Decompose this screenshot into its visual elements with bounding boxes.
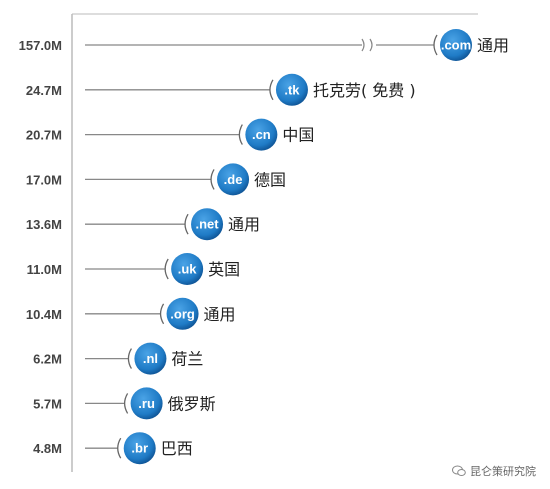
bracket-mark xyxy=(123,393,129,414)
tld-bubble xyxy=(275,73,308,106)
watermark: 昆仑策研究院 xyxy=(452,463,536,479)
description-label: 巴西 xyxy=(161,439,193,458)
tld-label: .tk xyxy=(284,82,300,97)
bar-row: 10.4M .org 通用 xyxy=(26,297,236,330)
value-label: 20.7M xyxy=(26,128,62,143)
tld-label: .com xyxy=(441,38,471,53)
bar-row: 20.7M .cn 中国 xyxy=(26,118,314,151)
value-label: 11.0M xyxy=(27,262,62,277)
bracket-mark xyxy=(269,79,274,101)
tld-bubble xyxy=(130,387,163,420)
description-label: 通用 xyxy=(204,305,236,324)
bar-row: 5.7M .ru 俄罗斯 xyxy=(33,387,216,420)
tld-label: .br xyxy=(131,441,148,456)
bar-row: 4.8M .br 巴西 xyxy=(33,432,193,465)
bracket-mark xyxy=(117,437,122,459)
value-label: 157.0M xyxy=(19,38,62,53)
description-label: 托克劳( 免费 ) xyxy=(313,81,416,100)
tld-bubble xyxy=(191,208,224,241)
axis-break-mark xyxy=(369,38,373,52)
watermark-text: 昆仑策研究院 xyxy=(470,465,536,478)
tld-bubble xyxy=(123,432,156,465)
tld-bubble xyxy=(245,118,278,151)
bar-row: 17.0M .de 德国 xyxy=(26,163,286,196)
description-label: 俄罗斯 xyxy=(168,394,216,413)
bar-row: 157.0M .com 通用 xyxy=(19,29,509,61)
tld-bubble xyxy=(217,163,250,196)
description-label: 英国 xyxy=(208,260,240,279)
axis-break-mark xyxy=(361,38,365,52)
bar-row: 6.2M .nl 荷兰 xyxy=(33,342,203,375)
bar-row: 11.0M .uk 英国 xyxy=(27,253,240,285)
tld-bubble xyxy=(166,297,199,330)
value-label: 4.8M xyxy=(33,441,62,456)
tld-bubble xyxy=(440,29,472,61)
bracket-mark xyxy=(210,169,215,190)
tld-label: .de xyxy=(224,172,243,187)
description-label: 通用 xyxy=(228,215,260,234)
bracket-mark xyxy=(184,213,189,235)
bracket-mark xyxy=(433,34,438,56)
description-label: 通用 xyxy=(477,36,509,55)
value-label: 10.4M xyxy=(26,307,62,322)
value-label: 13.6M xyxy=(26,217,62,232)
value-label: 24.7M xyxy=(26,83,62,98)
bar-row: 24.7M .tk 托克劳( 免费 ) xyxy=(26,73,416,106)
tld-bubble xyxy=(134,342,167,375)
tld-label: .org xyxy=(170,306,195,321)
description-label: 德国 xyxy=(254,170,286,189)
bar-row: 13.6M .net 通用 xyxy=(26,208,260,241)
tld-bubble xyxy=(171,253,204,285)
bracket-mark xyxy=(159,303,165,325)
wechat-icon xyxy=(452,465,466,476)
value-label: 6.2M xyxy=(33,352,62,367)
tld-label: .uk xyxy=(178,262,198,277)
tld-label: .nl xyxy=(143,351,158,366)
bracket-mark xyxy=(127,348,132,369)
description-label: 荷兰 xyxy=(171,350,203,369)
description-label: 中国 xyxy=(282,126,314,145)
value-label: 5.7M xyxy=(33,396,62,411)
bracket-mark xyxy=(238,124,243,145)
value-label: 17.0M xyxy=(26,172,62,187)
tld-label: .ru xyxy=(138,396,155,411)
bracket-mark xyxy=(164,258,169,280)
tld-label: .cn xyxy=(252,127,271,142)
tld-label: .net xyxy=(195,217,219,232)
